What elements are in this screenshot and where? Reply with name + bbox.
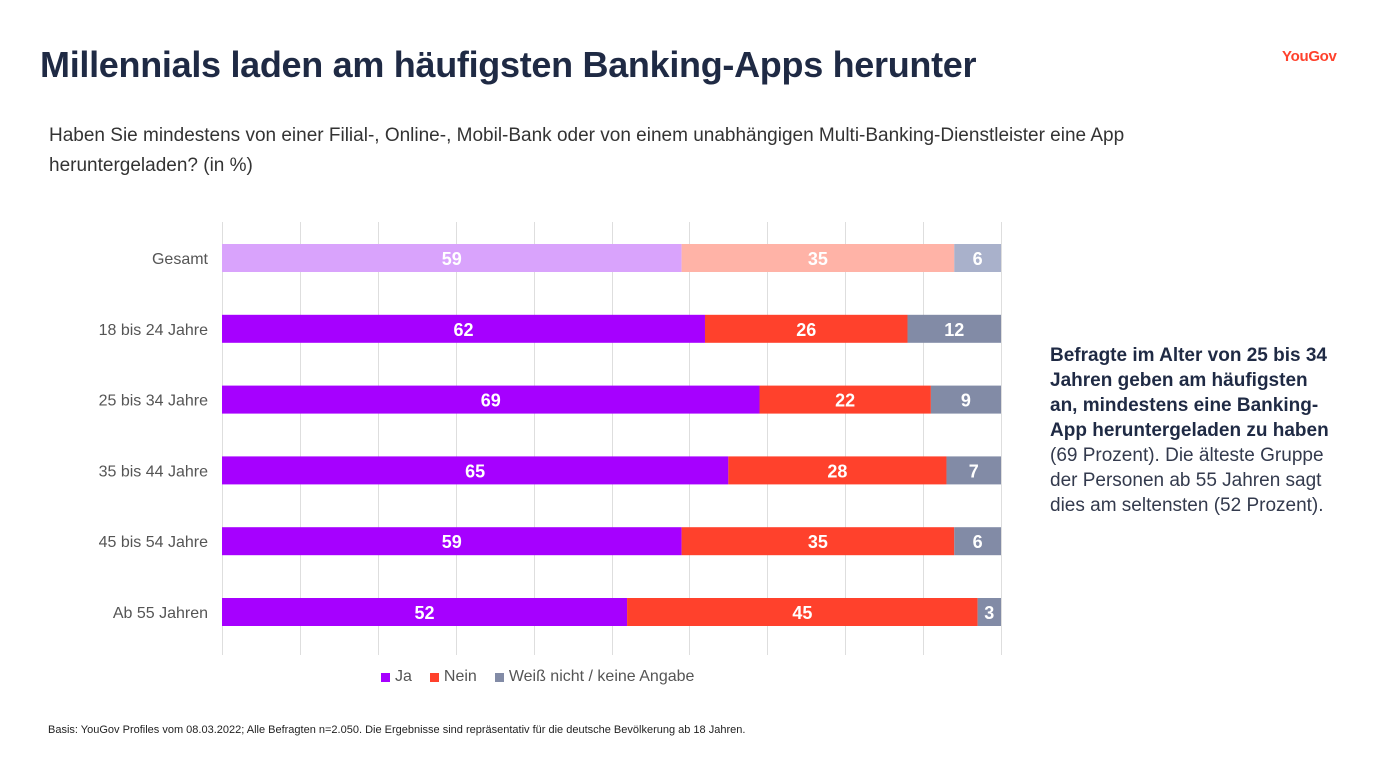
data-label: 9 xyxy=(961,391,971,411)
data-label: 52 xyxy=(415,603,435,623)
bar-segment xyxy=(222,598,628,626)
bar-segment xyxy=(954,527,1001,556)
key-finding-annotation: Befragte im Alter von 25 bis 34 Jahren g… xyxy=(1050,343,1330,518)
data-label: 12 xyxy=(944,320,964,340)
category-label: 18 bis 24 Jahre xyxy=(99,322,209,339)
gridlines xyxy=(222,222,1002,655)
bar-segment xyxy=(759,385,931,414)
data-label: 22 xyxy=(835,391,855,411)
page-title: Millennials laden am häufigsten Banking-… xyxy=(40,44,977,85)
bar-segment xyxy=(704,314,908,343)
legend-item-weiss-nicht: Weiß nicht / keine Angabe xyxy=(494,668,695,686)
annotation-detail: (69 Prozent). Die älteste Gruppe der Per… xyxy=(1050,445,1324,516)
chart-legend: Ja Nein Weiß nicht / keine Angabe xyxy=(381,668,694,686)
legend-swatch-weiss-nicht xyxy=(494,672,504,682)
data-label: 7 xyxy=(969,461,979,481)
bar-segment xyxy=(222,314,705,343)
data-label: 45 xyxy=(792,603,812,623)
data-label: 69 xyxy=(481,391,501,411)
data-label: 26 xyxy=(796,320,816,340)
bar-segment xyxy=(930,385,1001,414)
yougov-logo: YouGov xyxy=(1282,48,1337,65)
annotation-highlight: Befragte im Alter von 25 bis 34 Jahren g… xyxy=(1050,345,1329,441)
legend-label-ja: Ja xyxy=(395,668,412,685)
source-footnote: Basis: YouGov Profiles vom 08.03.2022; A… xyxy=(48,724,746,736)
legend-label-nein: Nein xyxy=(443,668,477,685)
data-label: 59 xyxy=(442,249,462,269)
data-label: 3 xyxy=(984,603,994,623)
bar-segment xyxy=(907,314,1001,343)
bar-segment xyxy=(681,527,955,556)
bar-segment xyxy=(977,598,1001,626)
data-label: 35 xyxy=(808,249,828,269)
legend-item-ja: Ja xyxy=(381,668,412,686)
data-label: 6 xyxy=(973,249,983,269)
data-label: 62 xyxy=(453,320,473,340)
legend-swatch-ja xyxy=(381,672,390,682)
bar-segment xyxy=(627,598,978,626)
data-label: 65 xyxy=(465,461,485,481)
category-label: 25 bis 34 Jahre xyxy=(99,393,209,410)
data-label: 35 xyxy=(808,532,828,552)
bar-segment xyxy=(222,244,682,272)
data-label: 28 xyxy=(827,461,847,481)
bar-segment xyxy=(954,244,1001,272)
legend-label-weiss-nicht: Weiß nicht / keine Angabe xyxy=(508,668,695,685)
bar-segment xyxy=(728,456,947,485)
legend-item-nein: Nein xyxy=(429,668,477,686)
category-label: Gesamt xyxy=(152,251,209,268)
bar-segment xyxy=(222,527,682,556)
bar-segment xyxy=(946,456,1001,485)
category-label: Ab 55 Jahren xyxy=(113,605,208,622)
legend-swatch-nein xyxy=(429,672,439,682)
data-label: 6 xyxy=(973,532,983,552)
question-subtitle: Haben Sie mindestens von einer Filial-, … xyxy=(49,125,1125,176)
bars: 59 35 6 62 26 12 69 22 9 65 28 7 59 35 6 52 45 3 xyxy=(222,244,1001,626)
category-label: 35 bis 44 Jahre xyxy=(99,463,209,480)
bar-segment xyxy=(222,456,729,485)
bar-segment xyxy=(681,244,955,272)
category-label: 45 bis 54 Jahre xyxy=(99,534,209,551)
bar-segment xyxy=(222,385,760,414)
data-label: 59 xyxy=(442,532,462,552)
category-labels: Gesamt 18 bis 24 Jahre 25 bis 34 Jahre 35 b… xyxy=(99,251,209,622)
